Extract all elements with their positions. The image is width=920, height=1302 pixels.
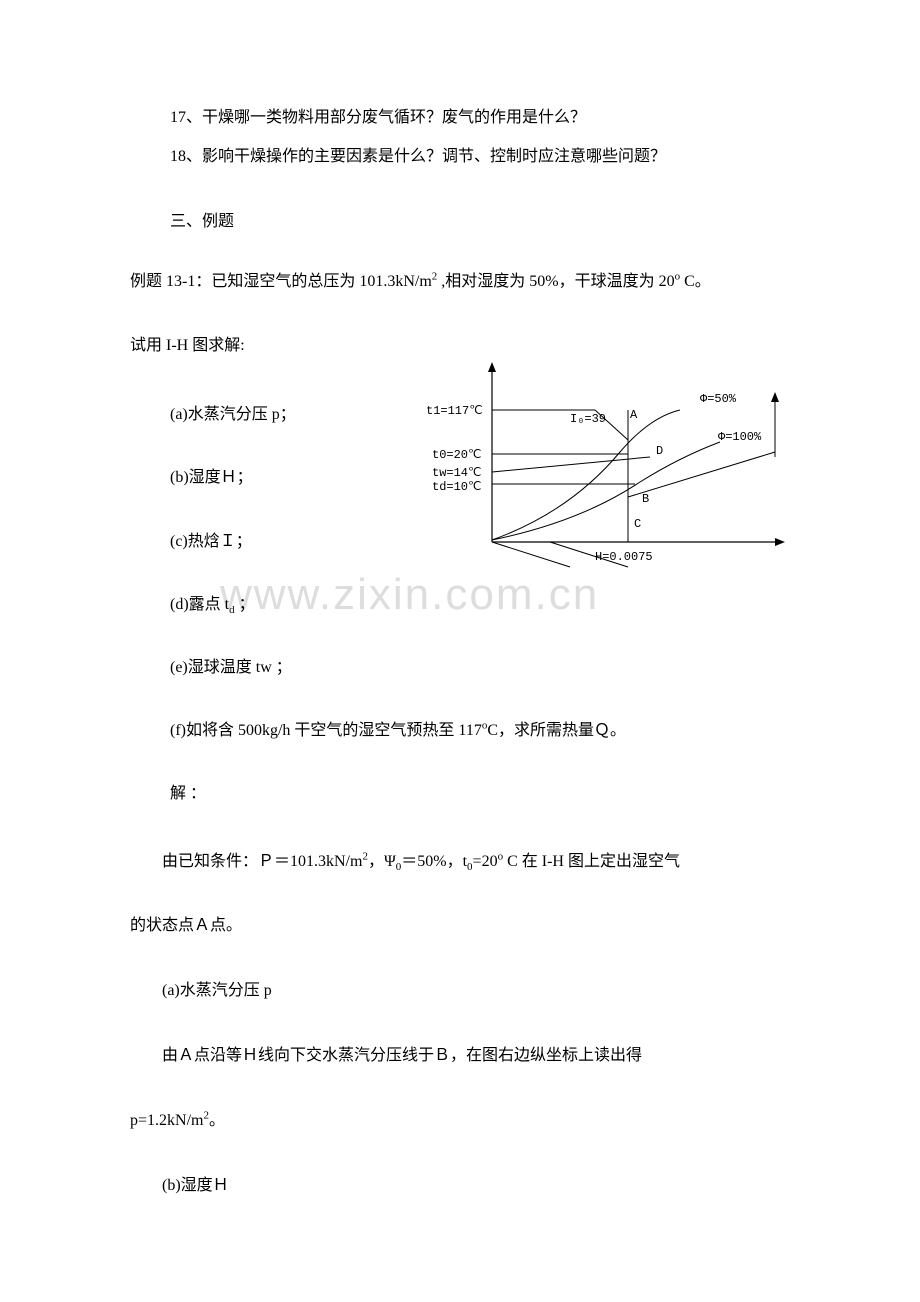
solution-a-text1: 由Ａ点沿等Ｈ线向下交水蒸汽分压线于Ｂ，在图右边纵坐标上读出得 — [130, 1034, 790, 1079]
answer-label: 解 ： — [170, 776, 790, 811]
text: (d)露点 t — [170, 596, 229, 613]
question-17: 17、干燥哪一类物料用部分废气循环？废气的作用是什么？ — [170, 100, 790, 135]
solution-line1: 由已知条件：Ｐ＝101.3kN/m2，Ψ0＝50%，t0=20o C 在 I-H… — [130, 840, 790, 885]
solution-line2: 的状态点Ａ点。 — [130, 904, 790, 949]
text: 。 — [209, 1112, 225, 1129]
text: 例题 13-1：已知湿空气的总压为 101.3kN/m — [130, 273, 432, 290]
solution-a-label: (a)水蒸汽分压 p — [130, 969, 790, 1014]
document-content: 17、干燥哪一类物料用部分废气循环？废气的作用是什么？ 18、影响干燥操作的主要… — [170, 100, 790, 1208]
item-a: (a)水蒸汽分压 p； — [170, 397, 790, 432]
text: p=1.2kN/m — [130, 1112, 203, 1129]
text: C 在 I-H 图上定出湿空气 — [503, 853, 680, 870]
solution-b-label: (b)湿度Ｈ — [130, 1164, 790, 1209]
example-intro-line2: 试用 I-H 图求解: — [130, 324, 790, 369]
text: =20 — [473, 853, 498, 870]
question-18: 18、影响干燥操作的主要因素是什么？调节、控制时应注意哪些问题？ — [170, 139, 790, 174]
item-b: (b)湿度Ｈ； — [170, 460, 790, 495]
item-e: (e)湿球温度 tw ； — [170, 650, 790, 685]
text: ,相对湿度为 50%，干球温度为 20 — [437, 273, 674, 290]
text: C，求所需热量Ｑ。 — [487, 722, 626, 739]
item-d: (d)露点 td ； — [170, 587, 790, 622]
text: 由已知条件：Ｐ＝101.3kN/m — [162, 853, 362, 870]
example-intro-line1: 例题 13-1：已知湿空气的总压为 101.3kN/m2 ,相对湿度为 50%，… — [130, 260, 790, 305]
text: ＝50%，t — [401, 853, 467, 870]
solution-a-text2: p=1.2kN/m2。 — [130, 1099, 790, 1144]
section-title: 三、例题 — [170, 204, 790, 239]
text: (f)如将含 500kg/h 干空气的湿空气预热至 117 — [170, 722, 482, 739]
text: C。 — [680, 273, 711, 290]
text: ，Ψ — [368, 853, 396, 870]
text: ； — [235, 596, 255, 613]
item-f: (f)如将含 500kg/h 干空气的湿空气预热至 117oC，求所需热量Ｑ。 — [170, 713, 790, 748]
item-c: (c)热焓Ｉ； — [170, 524, 790, 559]
